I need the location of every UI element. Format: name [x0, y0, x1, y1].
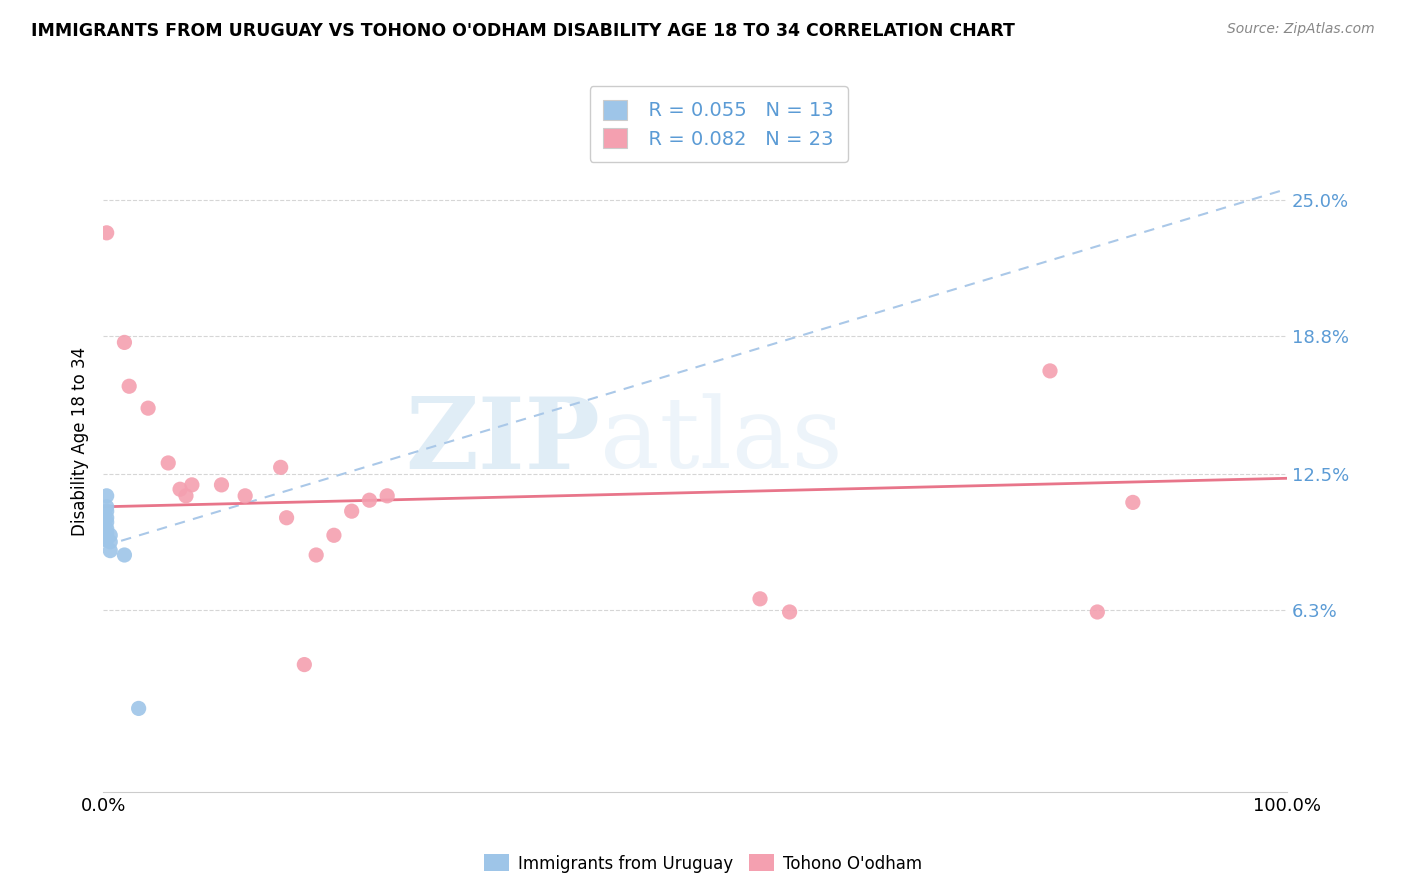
Point — [169, 482, 191, 496]
Point — [211, 478, 233, 492]
Point — [96, 515, 118, 529]
Point — [118, 379, 141, 393]
Point — [114, 548, 136, 562]
Point — [1039, 364, 1062, 378]
Text: ZIP: ZIP — [405, 392, 600, 490]
Point — [779, 605, 801, 619]
Point — [136, 401, 159, 416]
Legend:   R = 0.055   N = 13,   R = 0.082   N = 23: R = 0.055 N = 13, R = 0.082 N = 23 — [589, 86, 848, 162]
Point — [749, 591, 772, 606]
Point — [96, 522, 118, 536]
Point — [180, 478, 202, 492]
Point — [359, 493, 381, 508]
Legend: Immigrants from Uruguay, Tohono O'odham: Immigrants from Uruguay, Tohono O'odham — [478, 847, 928, 880]
Point — [157, 456, 180, 470]
Y-axis label: Disability Age 18 to 34: Disability Age 18 to 34 — [72, 346, 89, 535]
Point — [96, 526, 118, 541]
Point — [96, 500, 118, 514]
Point — [96, 504, 118, 518]
Point — [128, 701, 150, 715]
Point — [98, 528, 121, 542]
Point — [114, 335, 136, 350]
Point — [1122, 495, 1144, 509]
Point — [305, 548, 328, 562]
Point — [98, 543, 121, 558]
Point — [276, 510, 298, 524]
Point — [233, 489, 256, 503]
Point — [174, 489, 197, 503]
Point — [292, 657, 315, 672]
Point — [340, 504, 363, 518]
Point — [96, 510, 118, 524]
Text: IMMIGRANTS FROM URUGUAY VS TOHONO O'ODHAM DISABILITY AGE 18 TO 34 CORRELATION CH: IMMIGRANTS FROM URUGUAY VS TOHONO O'ODHA… — [31, 22, 1015, 40]
Text: Source: ZipAtlas.com: Source: ZipAtlas.com — [1227, 22, 1375, 37]
Point — [1085, 605, 1108, 619]
Point — [98, 534, 121, 549]
Text: atlas: atlas — [600, 393, 844, 489]
Point — [96, 533, 118, 547]
Point — [96, 226, 118, 240]
Point — [270, 460, 292, 475]
Point — [323, 528, 346, 542]
Point — [375, 489, 398, 503]
Point — [96, 489, 118, 503]
